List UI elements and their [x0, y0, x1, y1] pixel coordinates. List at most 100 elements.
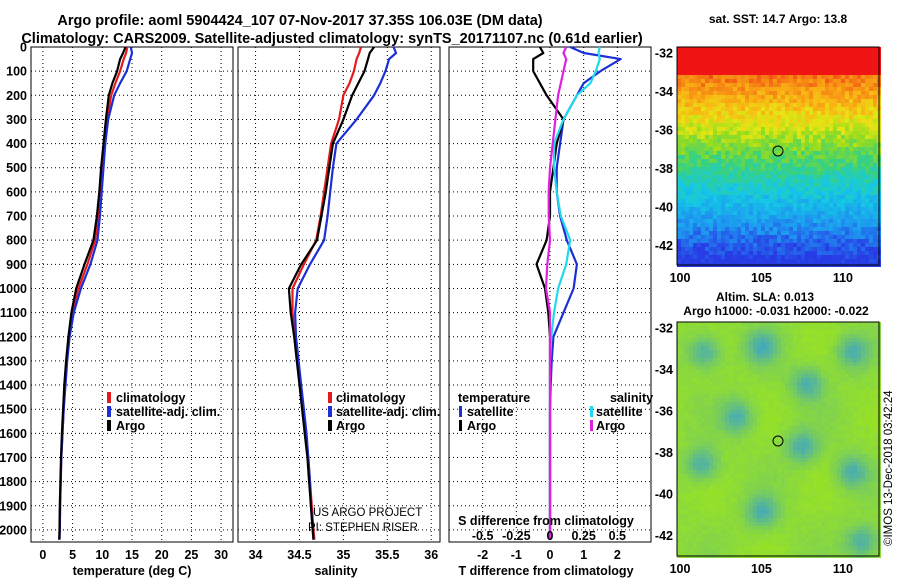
sla-cell — [713, 366, 717, 370]
sst-cell — [717, 83, 721, 87]
sla-cell — [745, 382, 749, 386]
sst-cell — [685, 91, 689, 95]
sst-cell — [869, 175, 873, 179]
sst-cell — [817, 211, 821, 215]
sst-cell — [681, 243, 685, 247]
sla-cell — [709, 330, 713, 334]
sst-cell — [757, 131, 761, 135]
sla-cell — [745, 474, 749, 478]
sla-cell — [793, 454, 797, 458]
sst-cell — [805, 219, 809, 223]
sla-cell — [741, 386, 745, 390]
sst-cell — [837, 183, 841, 187]
sst-cell — [865, 167, 869, 171]
sst-cell — [813, 255, 817, 259]
sst-cell — [745, 123, 749, 127]
sst-cell — [773, 75, 777, 79]
sst-cell — [709, 219, 713, 223]
sla-cell — [681, 398, 685, 402]
sst-cell — [737, 87, 741, 91]
sst-cell — [853, 255, 857, 259]
sst-cell — [841, 215, 845, 219]
sla-cell — [873, 474, 877, 478]
sst-cell — [709, 103, 713, 107]
sst-cell — [825, 103, 829, 107]
sst-cell — [817, 127, 821, 131]
sst-cell — [697, 175, 701, 179]
sla-cell — [861, 414, 865, 418]
sla-cell — [717, 350, 721, 354]
sst-cell — [793, 103, 797, 107]
sla-cell — [693, 398, 697, 402]
sst-cell — [697, 151, 701, 155]
sst-cell — [869, 195, 873, 199]
sst-cell — [701, 203, 705, 207]
sst-cell — [765, 163, 769, 167]
sst-cell — [709, 119, 713, 123]
sst-cell — [841, 187, 845, 191]
sst-cell — [769, 123, 773, 127]
sla-cell — [693, 374, 697, 378]
sla-cell — [845, 470, 849, 474]
sst-cell — [705, 171, 709, 175]
sla-cell — [873, 454, 877, 458]
sst-cell — [753, 151, 757, 155]
sla-cell — [833, 374, 837, 378]
sla-map-title1: Altim. SLA: 0.013 — [716, 290, 814, 304]
sla-cell — [809, 390, 813, 394]
sst-cell — [741, 127, 745, 131]
sla-cell — [777, 362, 781, 366]
sst-cell — [869, 183, 873, 187]
sst-cell — [857, 231, 861, 235]
sst-cell — [785, 251, 789, 255]
sla-cell — [837, 398, 841, 402]
sst-cell — [741, 219, 745, 223]
sst-cell — [781, 75, 785, 79]
sst-cell — [833, 139, 837, 143]
sst-cell — [869, 223, 873, 227]
sla-cell — [861, 410, 865, 414]
sst-cell — [833, 239, 837, 243]
sst-cell — [745, 255, 749, 259]
sst-cell — [777, 171, 781, 175]
sst-cell — [777, 231, 781, 235]
sst-cell — [741, 107, 745, 111]
sst-cell — [809, 143, 813, 147]
sst-cell — [833, 163, 837, 167]
sla-cell — [745, 462, 749, 466]
sst-cell — [701, 243, 705, 247]
sst-cell — [829, 87, 833, 91]
sst-cell — [761, 99, 765, 103]
sst-cell — [793, 127, 797, 131]
sla-cell — [753, 462, 757, 466]
sst-cell — [753, 215, 757, 219]
sst-cell — [693, 235, 697, 239]
sst-cell — [689, 215, 693, 219]
sst-cell — [797, 71, 801, 75]
sst-cell — [685, 131, 689, 135]
sla-cell — [733, 378, 737, 382]
legend-swatch-satellite — [107, 406, 111, 417]
sst-cell — [705, 255, 709, 259]
sla-cell — [721, 414, 725, 418]
sst-cell — [853, 67, 857, 71]
sst-cell — [757, 227, 761, 231]
sst-cell — [845, 63, 849, 67]
sst-cell — [741, 179, 745, 183]
sla-cell — [821, 366, 825, 370]
sst-cell — [725, 95, 729, 99]
sla-cell — [793, 418, 797, 422]
sst-cell — [821, 67, 825, 71]
sst-cell — [785, 47, 789, 51]
sst-cell — [805, 151, 809, 155]
sst-cell — [769, 63, 773, 67]
sst-cell — [813, 67, 817, 71]
sst-cell — [689, 119, 693, 123]
sst-cell — [701, 231, 705, 235]
sst-cell — [857, 239, 861, 243]
sst-cell — [789, 223, 793, 227]
sst-cell — [733, 143, 737, 147]
sst-cell — [745, 159, 749, 163]
sst-cell — [773, 155, 777, 159]
sst-cell — [781, 239, 785, 243]
